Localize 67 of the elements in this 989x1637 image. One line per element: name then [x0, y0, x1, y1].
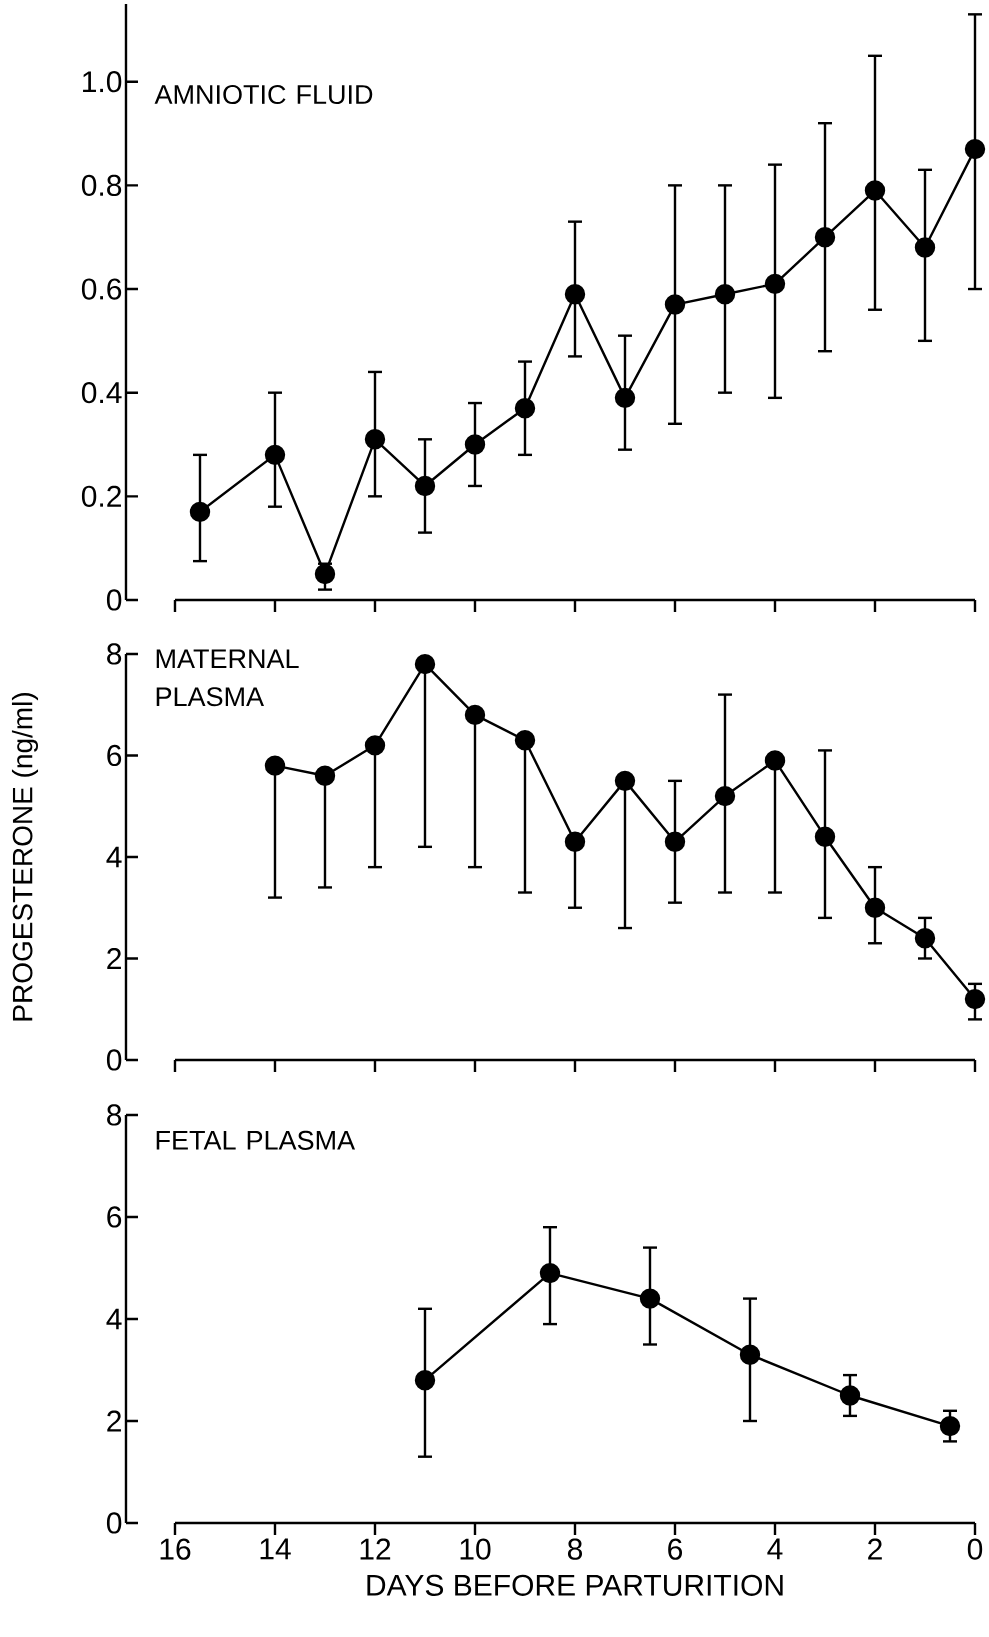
- y-tick-label: 1.0: [83, 71, 122, 93]
- y-tick-label: 0: [106, 1049, 122, 1071]
- y-tick-label: 8: [107, 643, 122, 665]
- point: [814, 227, 836, 248]
- y-tick-label: 2: [107, 1410, 121, 1432]
- point: [639, 1288, 661, 1309]
- point: [189, 501, 211, 523]
- point: [364, 735, 386, 756]
- point: [939, 1415, 961, 1437]
- y-tick-label: 2: [107, 948, 121, 969]
- x-tick-label: 10: [460, 1538, 491, 1560]
- chart-title: FETAL PLASMA: [156, 1130, 356, 1150]
- point: [514, 398, 536, 419]
- point: [814, 826, 836, 847]
- point: [914, 927, 936, 949]
- y-tick-label: 0.4: [81, 382, 122, 404]
- point: [314, 765, 336, 786]
- y-tick-label: 8: [107, 1104, 122, 1126]
- point: [739, 1344, 761, 1365]
- x-tick-label: 2: [868, 1538, 882, 1560]
- y-tick-label: 0: [106, 1512, 122, 1534]
- point: [764, 750, 786, 771]
- point: [664, 294, 686, 315]
- y-tick-label: 0: [106, 589, 122, 611]
- point: [864, 180, 886, 201]
- point: [514, 730, 536, 751]
- point: [964, 988, 986, 1010]
- y-tick-label: 6: [107, 744, 122, 767]
- point: [414, 653, 436, 675]
- point: [414, 475, 436, 497]
- y-axis-title: PROGESTERONE (ng/ml): [11, 693, 39, 1021]
- chart-title: MATERNAL PLASMA: [156, 649, 299, 707]
- point: [564, 284, 586, 305]
- point: [839, 1385, 861, 1406]
- text: AMNIOTIC FLUID: [154, 85, 373, 105]
- x-tick-label: 6: [668, 1538, 683, 1560]
- x-tick-label: 4: [767, 1538, 783, 1560]
- point: [914, 237, 936, 258]
- x-tick-label: 16: [160, 1538, 191, 1560]
- x-tick-label: 12: [360, 1538, 391, 1560]
- point: [764, 273, 786, 295]
- y-tick-label: 4: [106, 1308, 122, 1330]
- point: [714, 785, 736, 807]
- y-tick-label: 4: [106, 846, 122, 868]
- point: [414, 1370, 436, 1391]
- point: [264, 755, 286, 776]
- point: [464, 434, 486, 455]
- x-axis-title: DAYS BEFORE PARTURITION: [367, 1574, 783, 1596]
- point: [314, 563, 336, 585]
- point: [964, 138, 986, 160]
- y-tick-label: 0.2: [81, 485, 121, 507]
- x-tick-label: 0: [967, 1538, 983, 1560]
- point: [539, 1262, 561, 1284]
- point: [714, 284, 736, 305]
- y-tick-label: 0.6: [81, 278, 122, 300]
- point: [264, 444, 286, 466]
- point: [564, 831, 586, 852]
- y-tick-label: 0.8: [81, 174, 122, 196]
- point: [614, 387, 636, 409]
- point: [614, 770, 636, 792]
- x-tick-label: 8: [567, 1538, 583, 1560]
- point: [364, 429, 386, 450]
- y-tick-label: 6: [107, 1206, 122, 1228]
- point: [864, 897, 886, 918]
- point: [464, 704, 486, 726]
- x-tick-label: 14: [260, 1538, 291, 1560]
- point: [664, 831, 686, 852]
